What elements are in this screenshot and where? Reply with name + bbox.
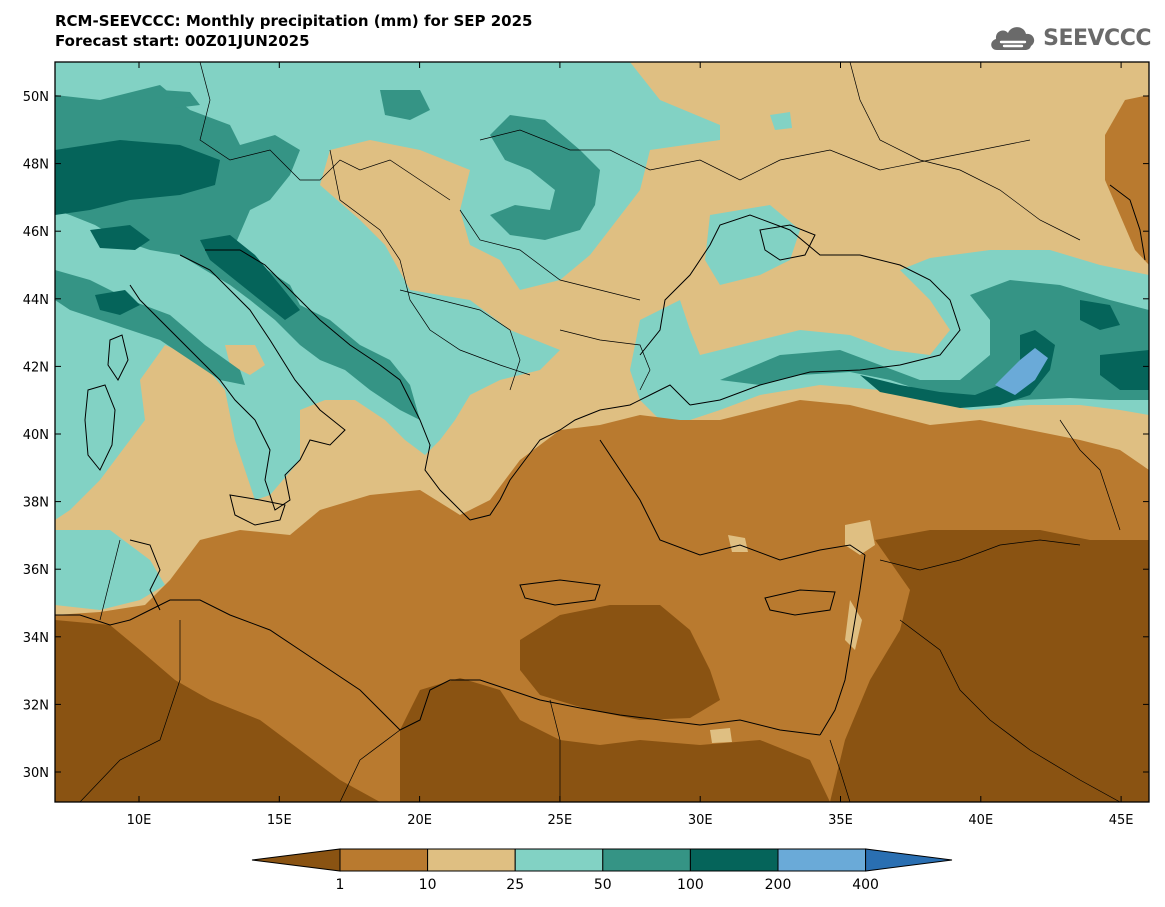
lat-label: 34N [23,631,49,646]
lat-label: 48N [23,158,49,173]
colorbar-segment [427,848,516,872]
colorbar-segment [689,848,779,872]
colorbar-extend-low [251,848,341,872]
field-50-100-north-strip [160,90,200,108]
colorbar-extend-high [865,848,953,872]
lon-label: 30E [688,813,713,828]
map-title: RCM-SEEVCCC: Monthly precipitation (mm) … [55,12,533,30]
lat-label: 40N [23,428,49,443]
lat-label: 30N [23,766,49,781]
colorbar-label: 1 [336,877,345,893]
lat-label: 42N [23,360,49,375]
field-25-50-tunisia [55,530,165,610]
border-8 [1059,419,1121,531]
levant-coast [819,554,866,736]
colorbar: 1 10 25 50 100 200 400 [251,848,953,893]
tunisia-coast [129,539,161,611]
field-10-25-patch-3 [710,728,732,743]
field-100-200-dinaric [200,235,300,320]
lat-label: 50N [23,90,49,105]
lon-label: 10E [127,813,152,828]
border-5 [399,289,521,391]
colorbar-label: 50 [594,877,612,893]
field-100-200-caucasus-east [1080,300,1149,390]
lon-label: 20E [407,813,432,828]
colorbar-label: 400 [852,877,879,893]
colorbar-segment [339,848,429,872]
forecast-start-subtitle: Forecast start: 00Z01JUN2025 [55,32,310,50]
field-below-1-levant [830,530,1149,802]
sardinia-coast [84,384,116,471]
logo-text: SEEVCCC [1043,25,1151,51]
border-10 [899,619,1121,802]
lon-label: 35E [828,813,853,828]
map-fields [55,62,1149,802]
border-3 [479,129,1031,181]
plot-frame [54,61,1150,803]
border-14 [79,620,181,802]
cloud-icon [991,27,1035,50]
italy-coast [129,254,346,511]
field-100-200-po [90,225,150,250]
border-15 [99,539,121,621]
sicily-coast [229,494,286,526]
lon-label: 40E [968,813,993,828]
border-9 [879,539,1081,571]
lat-label: 36N [23,563,49,578]
field-10-25-patch-4 [845,600,862,650]
black-sea-coast [639,214,961,406]
border-12 [549,699,561,802]
greece-coast [469,384,691,521]
colorbar-label: 10 [419,877,437,893]
border-2 [329,149,531,376]
field-100-200-alps [55,140,220,215]
crimea-coast [759,224,816,261]
corsica-coast [107,334,129,381]
colorbar-label: 25 [506,877,524,893]
field-below-1-libya [520,605,720,720]
turkey-south-coast [599,439,866,561]
lon-label: 45E [1109,813,1134,828]
adriatic-east-coast [205,249,471,521]
crete-coast [519,579,601,606]
lon-label: 15E [267,813,292,828]
border-13 [339,729,401,802]
colorbar-segment [514,848,604,872]
longitude-axis: 10E 15E 20E 25E 30E 35E 40E 45E [127,62,1134,828]
field-25-50-north-east-strip [770,112,792,130]
latitude-axis: 50N 48N 46N 44N 42N 40N 38N 36N 34N 32N 30N [23,90,1149,781]
border-1 [199,62,451,201]
border-7 [849,62,1081,241]
field-50-100-poland [380,90,430,120]
field-below-1-west [55,620,380,802]
border-11 [829,739,851,802]
lat-label: 46N [23,225,49,240]
caspian-coast [1109,184,1146,261]
lat-label: 38N [23,496,49,511]
lon-label: 25E [548,813,573,828]
colorbar-label: 200 [765,877,792,893]
field-below-1-egypt [400,678,830,802]
field-100-200-corsica [95,290,140,315]
colorbar-label: 100 [677,877,704,893]
border-6 [559,329,651,391]
cyprus-coast [764,589,836,616]
field-200-400-caucasus [995,348,1048,395]
borders [79,62,1121,802]
field-10-25-patch-2 [728,535,748,552]
field-50-100-carpathians [490,115,600,240]
seevccc-logo: SEEVCCC [987,22,1151,54]
colorbar-segment [602,848,691,872]
lat-label: 32N [23,698,49,713]
colorbar-segment [777,848,867,872]
lat-label: 44N [23,293,49,308]
border-4 [459,209,641,301]
